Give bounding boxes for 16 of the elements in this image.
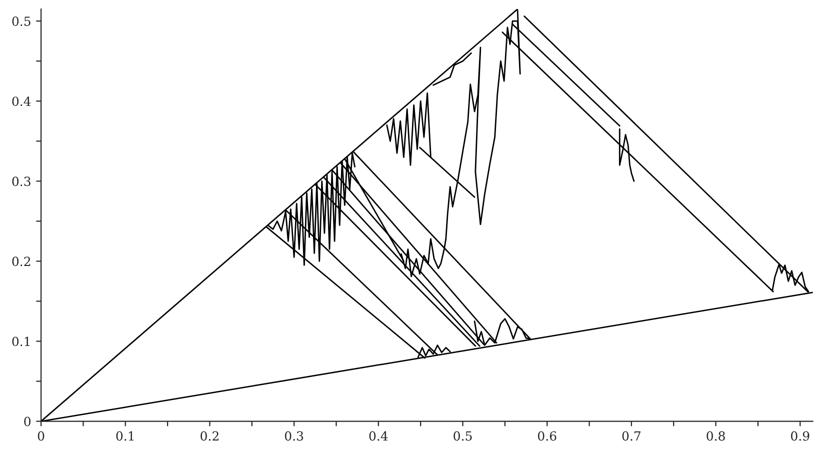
y-tick-label: 0.5 [12,16,30,26]
x-tick-label: 0.4 [369,431,388,441]
x-tick-label: 0.5 [454,431,472,441]
y-tick-label: 0.2 [12,256,30,266]
x-tick-label: 0.1 [116,431,134,441]
x-tick-label: 0 [38,431,44,441]
y-tick-label: 0.3 [12,176,30,186]
x-tick-label: 0.7 [622,431,640,441]
x-tick-label: 0.2 [200,431,218,441]
x-tick-label: 0.9 [791,431,810,441]
x-tick-label: 0.3 [284,431,304,441]
x-tick-label: 0.6 [538,431,556,441]
y-tick-label: 0.1 [12,336,30,346]
y-tick-label: 0 [24,416,30,426]
y-tick-label: 0.4 [12,96,31,106]
x-tick-label: 0.8 [706,431,725,441]
